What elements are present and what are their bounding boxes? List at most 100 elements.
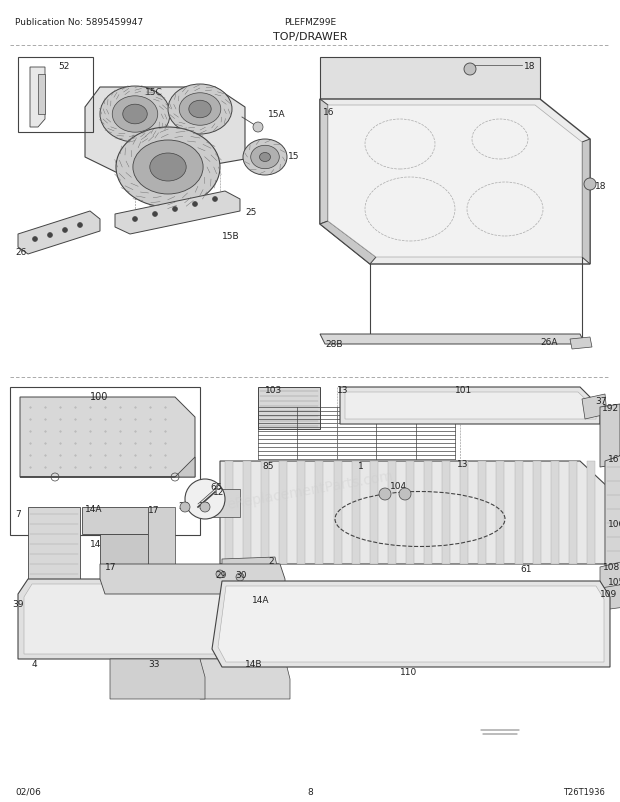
- Text: 25: 25: [245, 208, 257, 217]
- Text: 14A: 14A: [252, 595, 270, 604]
- Polygon shape: [424, 461, 432, 565]
- Text: 15B: 15B: [222, 232, 239, 241]
- Polygon shape: [258, 387, 320, 429]
- Text: 1: 1: [358, 461, 364, 471]
- Polygon shape: [20, 398, 195, 477]
- Text: 17: 17: [148, 505, 159, 514]
- Polygon shape: [328, 106, 582, 257]
- Polygon shape: [220, 461, 610, 565]
- Circle shape: [236, 573, 244, 581]
- Text: 192: 192: [602, 403, 619, 412]
- Polygon shape: [115, 192, 240, 235]
- Polygon shape: [587, 461, 595, 565]
- Text: 13: 13: [457, 460, 469, 468]
- Ellipse shape: [116, 128, 220, 208]
- Polygon shape: [100, 534, 148, 565]
- Polygon shape: [320, 221, 376, 265]
- Text: 110: 110: [400, 667, 417, 676]
- Circle shape: [185, 480, 225, 520]
- Circle shape: [172, 207, 177, 213]
- Text: 103: 103: [265, 386, 282, 395]
- Ellipse shape: [100, 87, 170, 143]
- Polygon shape: [340, 387, 600, 424]
- Polygon shape: [570, 338, 592, 350]
- Text: 14A: 14A: [85, 504, 102, 513]
- Circle shape: [213, 197, 218, 202]
- Text: 108: 108: [603, 562, 620, 571]
- Text: 37: 37: [595, 396, 606, 406]
- Ellipse shape: [189, 101, 211, 119]
- Ellipse shape: [123, 105, 148, 124]
- Text: 18: 18: [595, 182, 606, 191]
- Text: 85: 85: [262, 461, 273, 471]
- Polygon shape: [30, 68, 45, 128]
- Polygon shape: [85, 88, 245, 180]
- Polygon shape: [110, 659, 205, 699]
- Text: 02/06: 02/06: [15, 787, 41, 796]
- Circle shape: [379, 488, 391, 500]
- Ellipse shape: [250, 146, 279, 169]
- Text: 15: 15: [288, 152, 299, 160]
- Polygon shape: [605, 461, 613, 565]
- Polygon shape: [243, 461, 251, 565]
- Polygon shape: [515, 461, 523, 565]
- Polygon shape: [20, 457, 195, 477]
- Circle shape: [399, 488, 411, 500]
- Polygon shape: [605, 455, 620, 587]
- Text: 28B: 28B: [325, 339, 342, 349]
- Polygon shape: [569, 461, 577, 565]
- Text: 29: 29: [178, 501, 189, 510]
- Circle shape: [180, 502, 190, 512]
- Text: 30: 30: [235, 570, 247, 579]
- Ellipse shape: [150, 154, 186, 182]
- Ellipse shape: [112, 97, 157, 133]
- Bar: [18, 58, 93, 133]
- Bar: [10, 387, 200, 535]
- Polygon shape: [212, 581, 610, 667]
- Text: 105: 105: [608, 577, 620, 586]
- Text: 30: 30: [198, 501, 210, 510]
- Text: 4: 4: [32, 659, 38, 668]
- Polygon shape: [225, 461, 233, 565]
- Ellipse shape: [260, 153, 270, 162]
- Polygon shape: [320, 100, 328, 225]
- Ellipse shape: [243, 140, 287, 176]
- Text: 33: 33: [148, 659, 159, 668]
- Text: 104: 104: [390, 481, 407, 490]
- Text: 16: 16: [323, 107, 335, 117]
- Polygon shape: [82, 508, 148, 534]
- Text: 7: 7: [15, 509, 20, 518]
- Circle shape: [253, 123, 263, 133]
- Text: 167: 167: [608, 455, 620, 464]
- Circle shape: [63, 229, 68, 233]
- Polygon shape: [218, 586, 604, 662]
- Polygon shape: [100, 565, 285, 594]
- Polygon shape: [261, 461, 269, 565]
- Text: 61: 61: [520, 565, 531, 573]
- Text: 8: 8: [307, 787, 313, 796]
- Polygon shape: [388, 461, 396, 565]
- Circle shape: [133, 217, 138, 222]
- Polygon shape: [279, 461, 287, 565]
- Polygon shape: [370, 461, 378, 565]
- Polygon shape: [406, 461, 414, 565]
- Ellipse shape: [133, 141, 203, 195]
- Polygon shape: [352, 461, 360, 565]
- Text: T26T1936: T26T1936: [563, 787, 605, 796]
- Text: 39: 39: [12, 599, 24, 608]
- Text: TOP/DRAWER: TOP/DRAWER: [273, 32, 347, 42]
- Polygon shape: [600, 404, 620, 468]
- Polygon shape: [316, 461, 324, 565]
- Text: 18: 18: [524, 62, 536, 71]
- Polygon shape: [320, 58, 540, 100]
- Text: 66: 66: [210, 482, 221, 492]
- Text: 106: 106: [608, 520, 620, 529]
- Polygon shape: [18, 579, 230, 659]
- Polygon shape: [298, 461, 306, 565]
- Circle shape: [464, 64, 476, 76]
- Polygon shape: [551, 461, 559, 565]
- Text: 100: 100: [90, 391, 108, 402]
- Circle shape: [192, 202, 198, 207]
- Polygon shape: [24, 585, 226, 654]
- Polygon shape: [582, 140, 590, 265]
